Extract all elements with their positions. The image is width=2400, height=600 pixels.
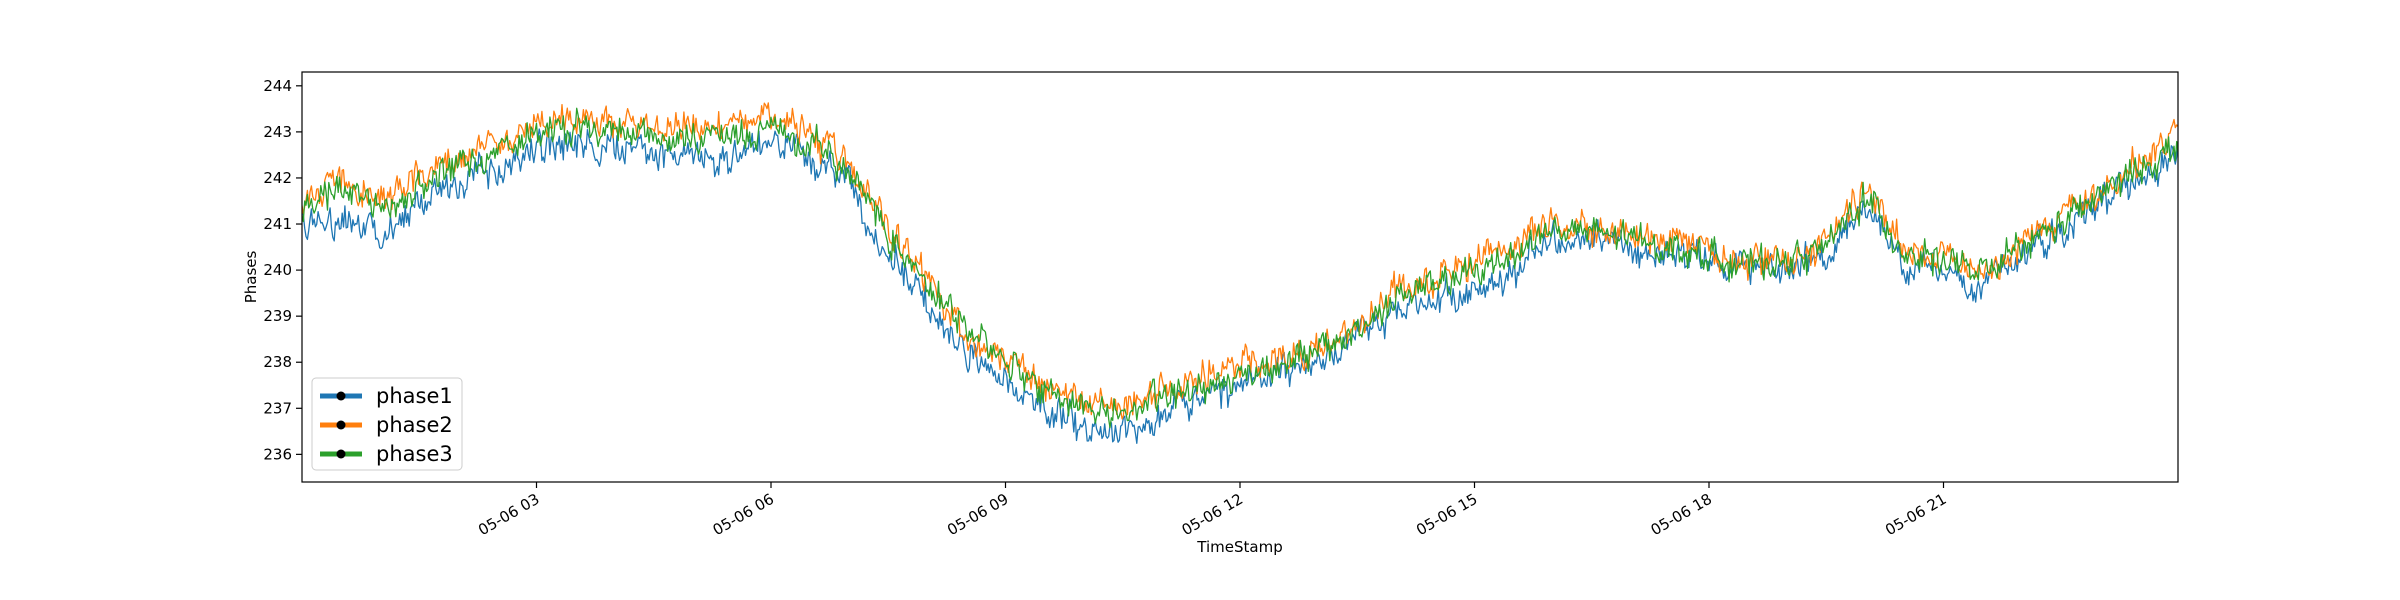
series-line-phase3 <box>302 107 2178 429</box>
legend-marker <box>336 420 346 430</box>
y-tick-label: 237 <box>263 399 292 417</box>
legend-label: phase2 <box>376 413 453 437</box>
y-tick-label: 241 <box>263 215 292 233</box>
legend-marker <box>336 391 346 401</box>
legend-label: phase3 <box>376 442 453 466</box>
series-line-phase2 <box>302 102 2178 420</box>
x-tick-label: 05-06 06 <box>710 490 777 539</box>
y-tick-label: 243 <box>263 123 292 141</box>
y-axis: 236 237 238 239 240 241 242 243 244 <box>263 77 302 463</box>
plot-area-frame <box>301 71 2179 483</box>
legend-box <box>311 377 463 471</box>
x-tick-label: 05-06 12 <box>1179 490 1246 539</box>
y-tick-label: 242 <box>263 169 292 187</box>
x-axis: 05-06 03 05-06 06 05-06 09 05-06 12 05-06 15… <box>475 482 1950 539</box>
legend: phase1 phase2 phase3 <box>311 377 463 471</box>
series-layer <box>302 102 2178 444</box>
legend-label: phase1 <box>376 384 453 408</box>
y-tick-label: 244 <box>263 77 292 95</box>
x-tick-label: 05-06 03 <box>475 490 542 539</box>
legend-marker <box>336 449 346 459</box>
x-tick-label: 05-06 21 <box>1882 490 1949 539</box>
y-tick-label: 236 <box>263 445 292 463</box>
series-line-phase1 <box>302 128 2178 444</box>
y-axis-label: Phases <box>242 251 260 304</box>
x-tick-label: 05-06 09 <box>944 490 1011 539</box>
x-tick-label: 05-06 18 <box>1648 490 1715 539</box>
y-tick-label: 240 <box>263 261 292 279</box>
x-axis-label: TimeStamp <box>1196 538 1282 556</box>
y-tick-label: 239 <box>263 307 292 325</box>
y-tick-label: 238 <box>263 353 292 371</box>
x-tick-label: 05-06 15 <box>1413 490 1480 539</box>
